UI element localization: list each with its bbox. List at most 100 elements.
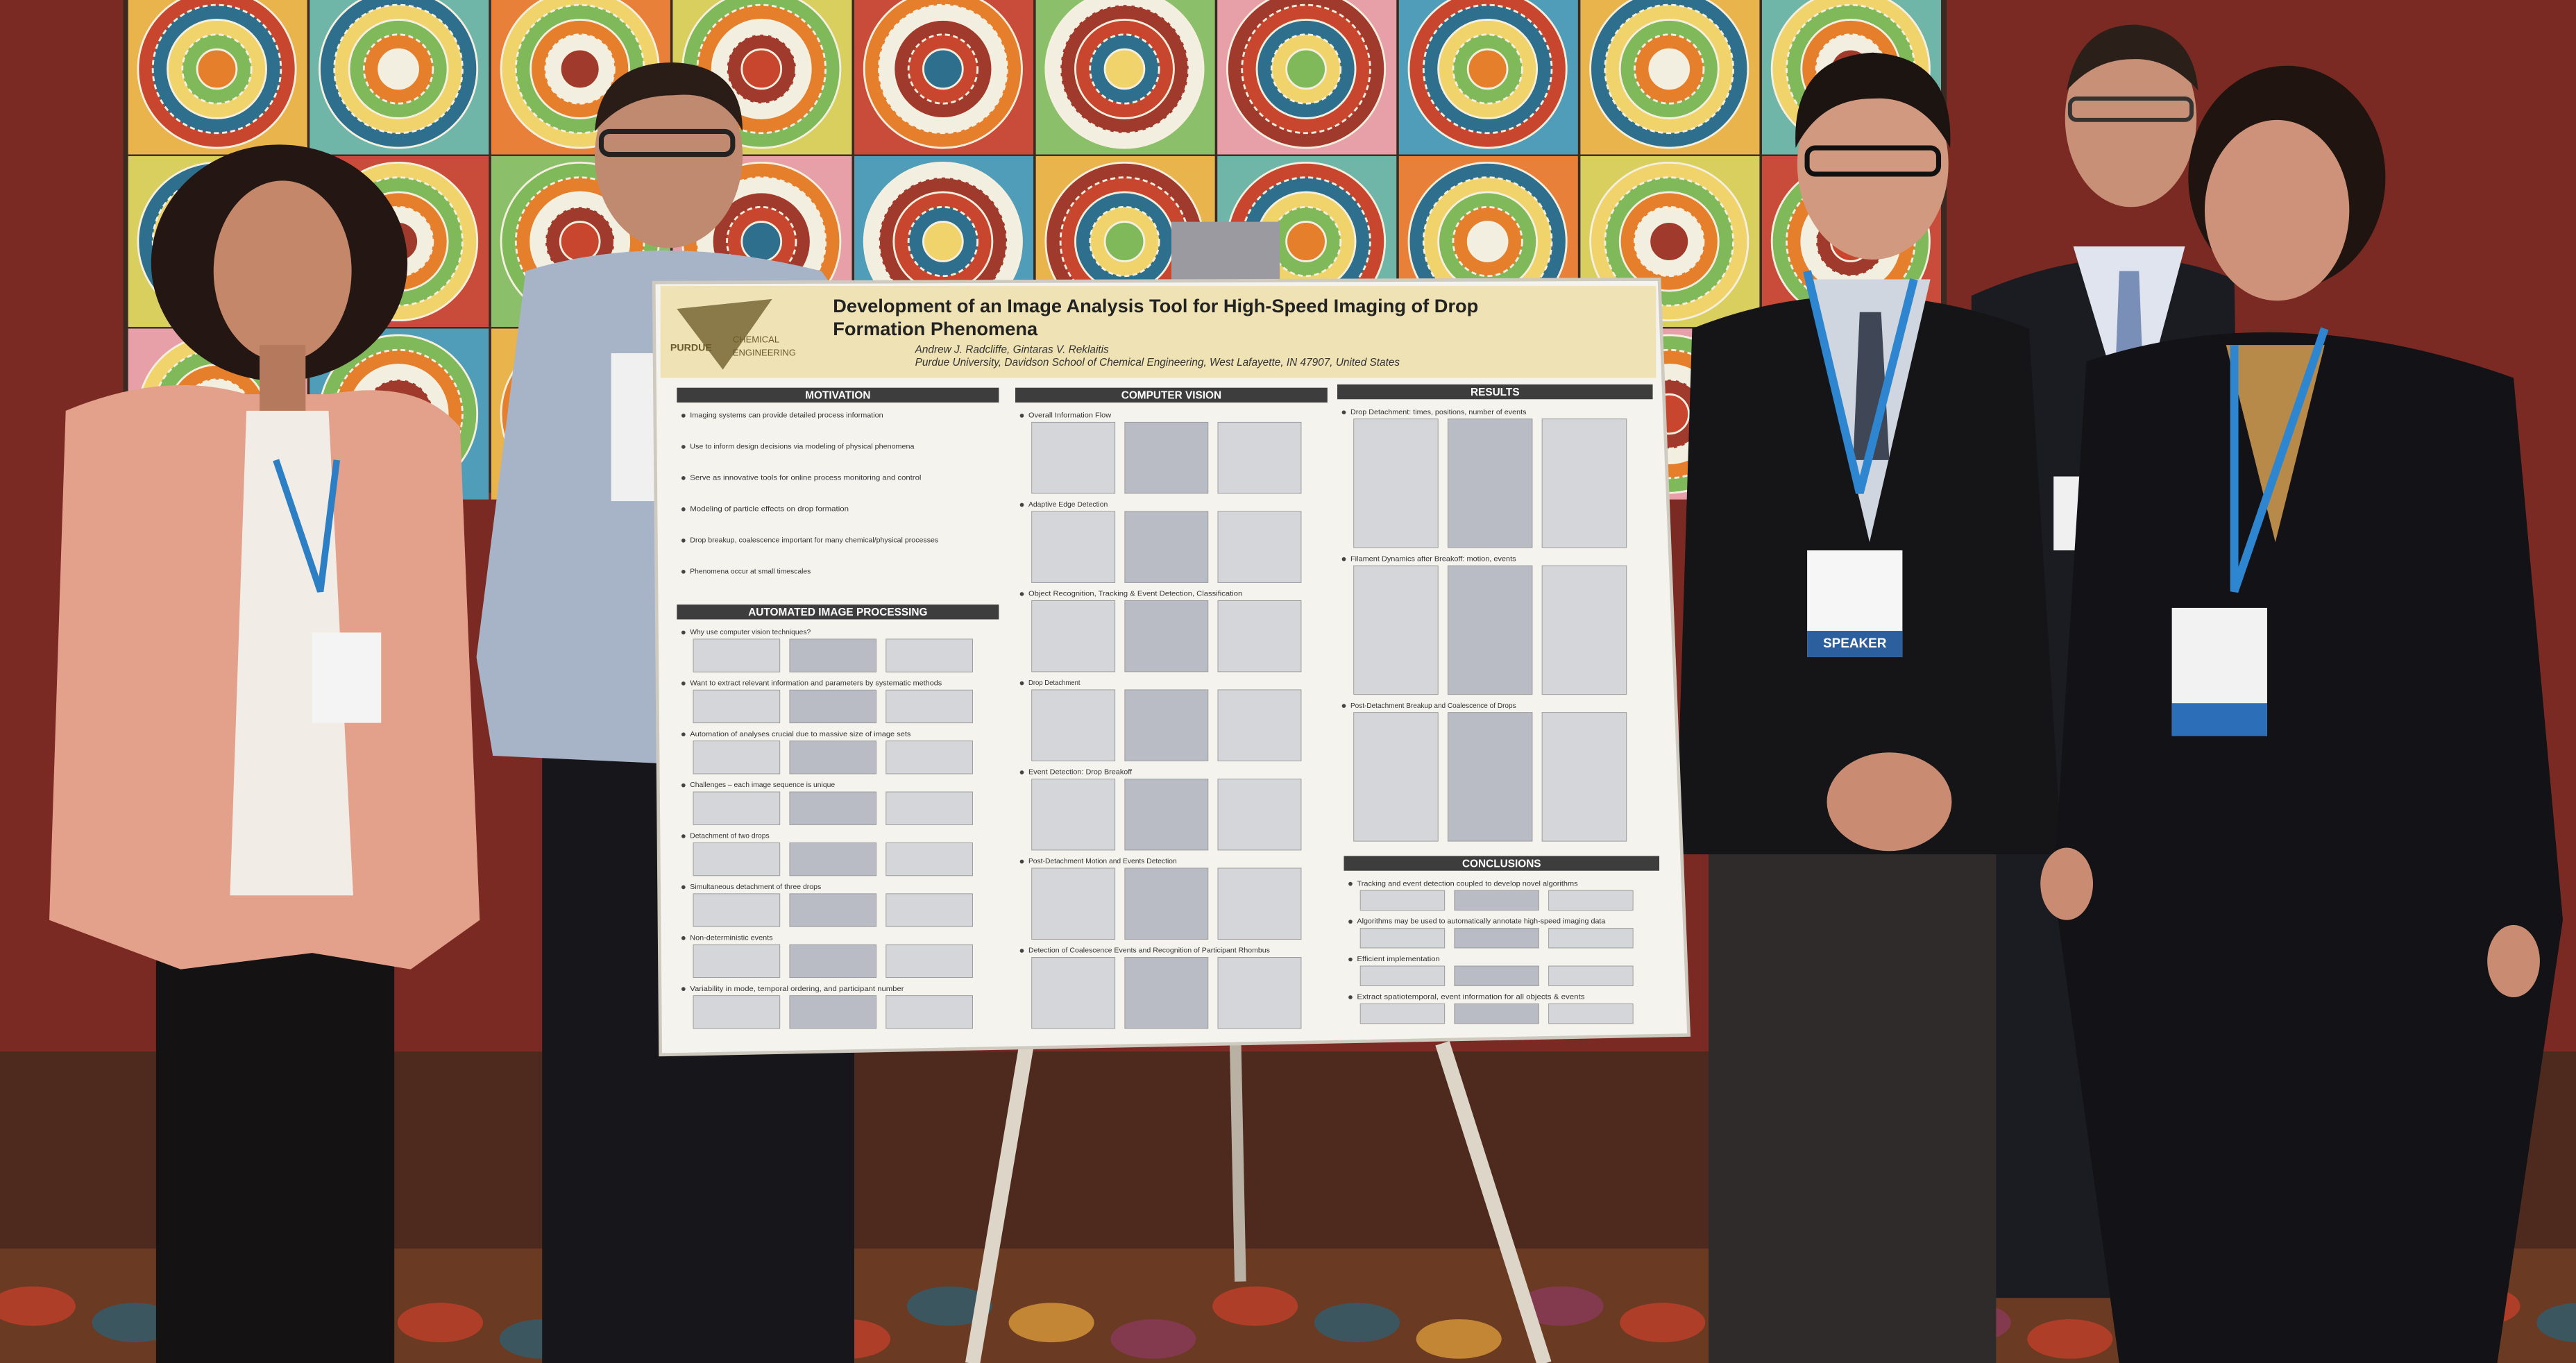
- figure-thumbnail: [1353, 418, 1439, 548]
- section-line: Phenomena occur at small timescales: [690, 568, 811, 575]
- figure-thumbnail: [789, 995, 877, 1029]
- figure-thumbnail: [1217, 957, 1302, 1029]
- section-header-bar: [1015, 387, 1328, 403]
- bullet: [681, 476, 686, 480]
- figure-thumbnail: [1447, 565, 1533, 695]
- easel-clip: [1171, 221, 1280, 288]
- carpet-motif: [1620, 1303, 1706, 1343]
- figure-thumbnail: [1124, 600, 1209, 672]
- person-3: SPEAKER: [1675, 52, 2062, 1363]
- figure-thumbnail: [1541, 418, 1627, 548]
- lanyard: [2230, 327, 2329, 593]
- figure-thumbnail: [1031, 867, 1116, 940]
- figure-thumbnail: [1031, 600, 1116, 672]
- bullet: [1019, 502, 1024, 507]
- section-line: Imaging systems can provide detailed pro…: [690, 412, 883, 420]
- figure-thumbnail: [789, 893, 877, 927]
- figure-thumbnail: [1359, 965, 1446, 986]
- figure-thumbnail: [1124, 957, 1209, 1029]
- figure-thumbnail: [886, 995, 973, 1029]
- poster-authors: Andrew J. Radcliffe, Gintaras V. Reklait…: [915, 344, 1109, 355]
- section-line: Variability in mode, temporal ordering, …: [690, 985, 904, 993]
- figure-thumbnail: [1454, 1003, 1539, 1024]
- art-ring: [559, 221, 601, 262]
- figure-thumbnail: [886, 689, 973, 724]
- section-line: Automation of analyses crucial due to ma…: [690, 731, 910, 738]
- hand: [2487, 924, 2540, 997]
- figure-thumbnail: [1454, 928, 1539, 949]
- figure-thumbnail: [693, 740, 781, 774]
- art-ring: [922, 48, 964, 90]
- glasses: [598, 128, 736, 158]
- hand: [2040, 847, 2094, 920]
- hair: [1795, 52, 1951, 149]
- carpet-motif: [1314, 1303, 1400, 1343]
- section-line: Adaptive Edge Detection: [1028, 501, 1108, 509]
- logo-text: ENGINEERING: [733, 347, 796, 357]
- figure-thumbnail: [1124, 511, 1209, 583]
- figure-thumbnail: [693, 791, 781, 825]
- figure-thumbnail: [693, 995, 781, 1029]
- section-heading: CONCLUSIONS: [1462, 858, 1541, 870]
- figure-thumbnail: [1217, 421, 1302, 494]
- art-ring: [196, 48, 238, 90]
- section-heading: MOTIVATION: [805, 390, 870, 402]
- section-line: Detachment of two drops: [690, 833, 769, 840]
- bullet: [681, 783, 686, 788]
- bullet: [1341, 704, 1346, 709]
- section-heading: AUTOMATED IMAGE PROCESSING: [748, 607, 927, 618]
- bullet: [681, 414, 686, 418]
- section-line: Drop Detachment: times, positions, numbe…: [1350, 409, 1527, 416]
- figure-thumbnail: [1031, 421, 1116, 494]
- face: [2204, 119, 2350, 301]
- section-line: Serve as innovative tools for online pro…: [690, 475, 921, 482]
- carpet-motif: [1212, 1286, 1298, 1326]
- section-line: Simultaneous detachment of three drops: [690, 883, 821, 891]
- carpet-motif: [1416, 1319, 1502, 1359]
- figure-thumbnail: [693, 893, 781, 927]
- bullet: [1019, 592, 1024, 596]
- logo-text: PURDUE: [670, 343, 712, 354]
- section-line: Filament Dynamics after Breakoff: motion…: [1350, 555, 1516, 563]
- figure-thumbnail: [1454, 890, 1539, 911]
- figure-thumbnail: [1353, 712, 1439, 842]
- bullet: [1019, 949, 1024, 953]
- carpet-motif: [2027, 1319, 2113, 1359]
- section-line: Tracking and event detection coupled to …: [1357, 880, 1577, 888]
- figure-thumbnail: [1217, 867, 1302, 940]
- figure-thumbnail: [1447, 418, 1533, 548]
- top: [230, 410, 353, 896]
- section-line: Challenges – each image sequence is uniq…: [690, 781, 835, 789]
- figure-thumbnail: [1031, 778, 1116, 851]
- figure-thumbnail: [1353, 565, 1439, 695]
- hair: [594, 62, 743, 132]
- bullet: [681, 885, 686, 890]
- figure-thumbnail: [789, 689, 877, 724]
- section-line: Object Recognition, Tracking & Event Det…: [1028, 591, 1242, 598]
- art-ring: [740, 48, 783, 90]
- neck: [260, 345, 306, 411]
- figure-thumbnail: [1124, 778, 1209, 851]
- logo-mark: [677, 298, 772, 370]
- bullet: [1341, 410, 1346, 415]
- poster-affiliation: Purdue University, Davidson School of Ch…: [915, 357, 1400, 369]
- figure-thumbnail: [789, 740, 877, 774]
- figure-thumbnail: [1359, 890, 1446, 911]
- bullet: [1348, 957, 1353, 962]
- carpet-motif: [906, 1286, 992, 1326]
- section-line: Post-Detachment Motion and Events Detect…: [1028, 858, 1177, 865]
- figure-thumbnail: [1124, 421, 1209, 494]
- art-ring: [1285, 221, 1327, 262]
- bullet: [1348, 995, 1353, 999]
- section-line: Use to inform design decisions via model…: [690, 443, 915, 451]
- easel-leg: [965, 1042, 1035, 1363]
- face: [1797, 69, 1949, 260]
- bullet: [1019, 859, 1024, 864]
- bullet: [1348, 920, 1353, 924]
- hair: [2067, 24, 2198, 91]
- figure-thumbnail: [1548, 890, 1634, 911]
- art-ring: [1466, 221, 1509, 262]
- figure-thumbnail: [1548, 1003, 1634, 1024]
- art-ring: [1648, 221, 1690, 262]
- section-line: Drop breakup, coalescence important for …: [690, 536, 938, 544]
